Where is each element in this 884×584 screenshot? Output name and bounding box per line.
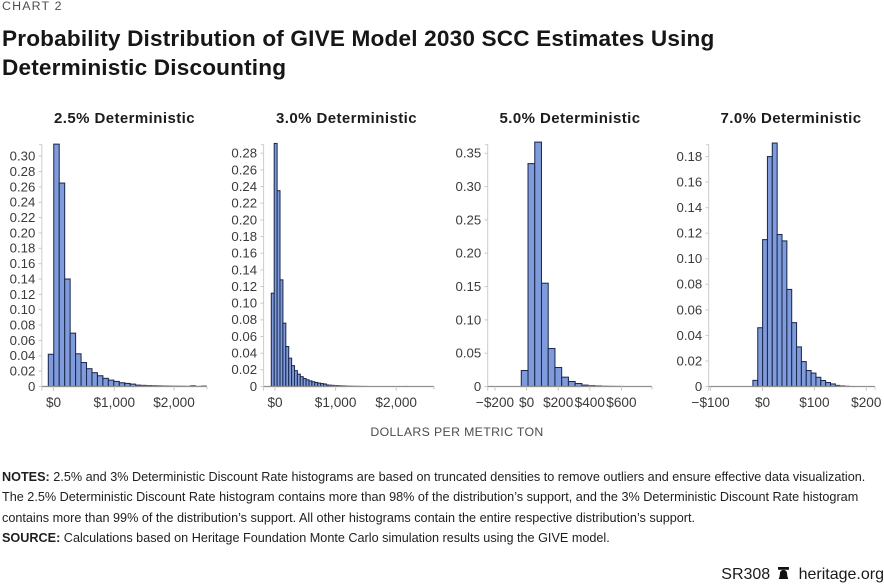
svg-text:0.15: 0.15 [456,279,482,294]
svg-text:0.08: 0.08 [231,312,257,327]
svg-text:0.18: 0.18 [677,149,703,164]
svg-text:0.02: 0.02 [10,364,36,379]
svg-text:$2,000: $2,000 [375,395,417,410]
svg-text:0.16: 0.16 [10,256,36,271]
svg-text:0.22: 0.22 [10,210,36,225]
svg-text:0.04: 0.04 [677,328,703,343]
svg-text:0.04: 0.04 [10,348,36,363]
svg-text:$400: $400 [575,395,606,410]
svg-text:−$200: −$200 [476,395,515,410]
svg-text:0.12: 0.12 [677,226,703,241]
svg-text:0.28: 0.28 [10,164,36,179]
svg-text:0.18: 0.18 [231,229,257,244]
svg-text:0.10: 0.10 [456,312,482,327]
svg-text:0.26: 0.26 [231,162,257,177]
svg-text:$600: $600 [606,395,637,410]
svg-text:$200: $200 [851,395,882,410]
svg-text:$0: $0 [267,395,283,410]
svg-text:0.02: 0.02 [677,353,703,368]
svg-text:$200: $200 [543,395,574,410]
svg-text:$0: $0 [755,395,771,410]
svg-text:0.30: 0.30 [456,179,482,194]
svg-text:0.20: 0.20 [10,225,36,240]
svg-text:0.35: 0.35 [456,146,482,161]
svg-text:0.25: 0.25 [456,212,482,227]
svg-text:0: 0 [250,379,257,394]
svg-text:0.08: 0.08 [10,318,36,333]
svg-text:0: 0 [695,379,702,394]
svg-text:0: 0 [28,379,35,394]
svg-text:$100: $100 [799,395,830,410]
svg-text:0.18: 0.18 [10,241,36,256]
svg-text:$0: $0 [46,395,62,410]
svg-text:0.10: 0.10 [10,302,36,317]
svg-text:0.10: 0.10 [677,251,703,266]
svg-text:0.06: 0.06 [677,302,703,317]
svg-text:0.20: 0.20 [456,246,482,261]
svg-text:0.06: 0.06 [10,333,36,348]
svg-text:−$100: −$100 [692,395,731,410]
svg-text:0.28: 0.28 [231,146,257,161]
svg-text:0.06: 0.06 [231,329,257,344]
svg-text:0.02: 0.02 [231,362,257,377]
svg-text:0.14: 0.14 [677,200,703,215]
svg-text:0.04: 0.04 [231,346,257,361]
svg-text:$1,000: $1,000 [315,395,357,410]
svg-text:$1,000: $1,000 [94,395,136,410]
svg-text:0.12: 0.12 [231,279,257,294]
svg-text:$2,000: $2,000 [153,395,195,410]
svg-text:0.16: 0.16 [677,175,703,190]
svg-text:0.26: 0.26 [10,179,36,194]
svg-text:0.08: 0.08 [677,277,703,292]
svg-text:0.24: 0.24 [231,179,257,194]
svg-text:0.16: 0.16 [231,246,257,261]
svg-text:0: 0 [474,379,481,394]
svg-text:$0: $0 [519,395,535,410]
svg-text:0.12: 0.12 [10,287,36,302]
svg-text:0.24: 0.24 [10,195,36,210]
svg-text:0.20: 0.20 [231,212,257,227]
svg-text:0.22: 0.22 [231,196,257,211]
svg-text:0.05: 0.05 [456,346,482,361]
svg-text:0.30: 0.30 [10,149,36,164]
svg-text:0.10: 0.10 [231,296,257,311]
svg-text:0.14: 0.14 [231,262,257,277]
svg-text:0.14: 0.14 [10,271,36,286]
